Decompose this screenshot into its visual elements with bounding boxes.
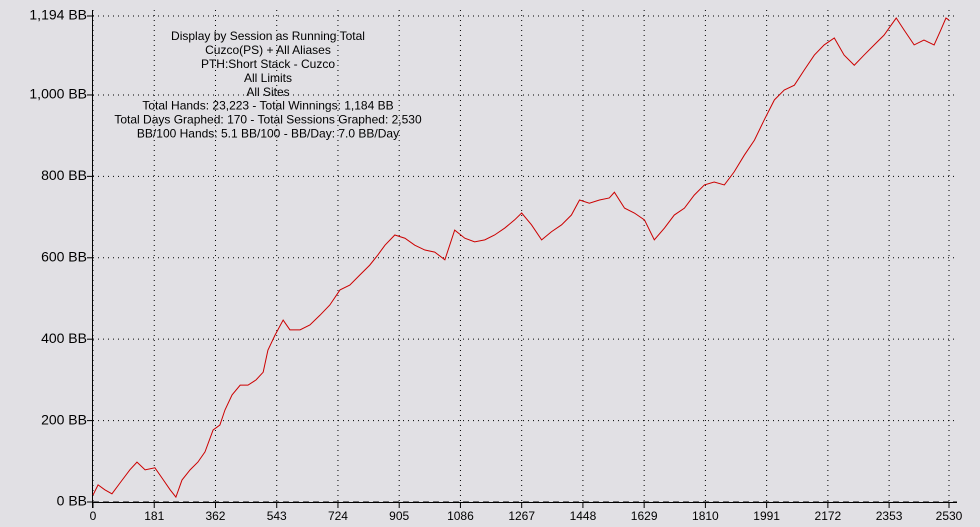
x-tick-label: 181 [144, 509, 164, 523]
x-tick-label: 1810 [692, 509, 719, 523]
x-tick-label: 724 [328, 509, 348, 523]
x-tick-label: 1991 [753, 509, 780, 523]
annotation: All Limits [244, 71, 292, 85]
y-tick-label: 1,000 BB [29, 86, 87, 102]
y-tick-label: 600 BB [41, 248, 87, 264]
annotation: Total Days Graphed: 170 - Total Sessions… [114, 113, 422, 127]
annotation: Cuzco(PS) + All Aliases [205, 43, 331, 57]
x-tick-label: 2353 [876, 509, 903, 523]
y-tick-label: 1,194 BB [29, 7, 87, 23]
x-tick-label: 543 [267, 509, 287, 523]
x-tick-label: 2530 [936, 509, 963, 523]
annotation: Total Hands: 23,223 - Total Winnings: 1,… [142, 99, 393, 113]
y-tick-label: 0 BB [57, 493, 87, 509]
annotation: PTH:Short Stack - Cuzco [201, 57, 335, 71]
annotation: BB/100 Hands: 5.1 BB/100 - BB/Day: 7.0 B… [137, 126, 399, 140]
annotation: Display by Session as Running Total [171, 29, 365, 43]
x-tick-label: 0 [90, 509, 97, 523]
data-line [92, 17, 950, 499]
x-tick-label: 1448 [570, 509, 597, 523]
x-tick-label: 1629 [631, 509, 658, 523]
y-tick-label: 800 BB [41, 167, 87, 183]
x-tick-label: 2172 [815, 509, 842, 523]
x-tick-label: 905 [389, 509, 409, 523]
y-tick-label: 400 BB [41, 330, 87, 346]
x-tick-label: 1267 [508, 509, 535, 523]
x-tick-label: 1086 [447, 509, 474, 523]
y-tick-label: 200 BB [41, 411, 87, 427]
x-tick-label: 362 [205, 509, 225, 523]
annotation: All Sites [246, 85, 289, 99]
